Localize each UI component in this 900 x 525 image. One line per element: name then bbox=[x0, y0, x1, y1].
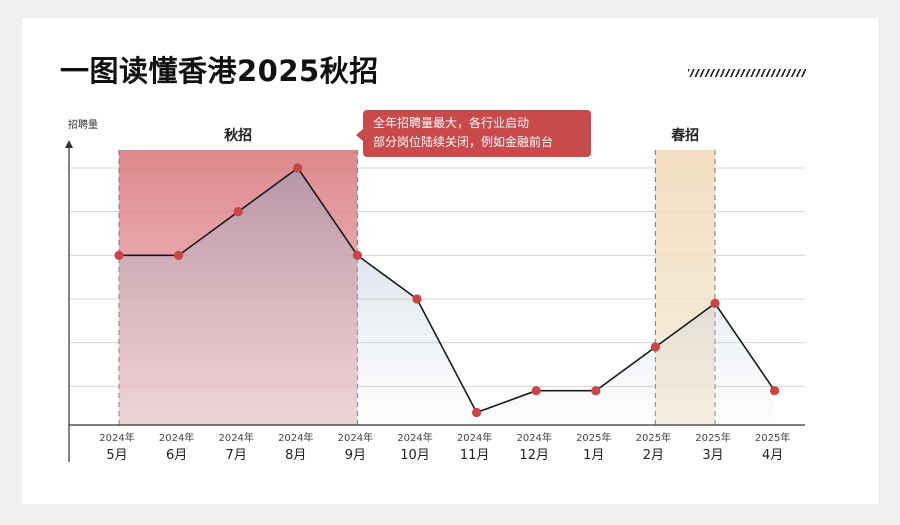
callout-line-2: 部分岗位陆续关闭，例如金融前台 bbox=[373, 135, 554, 149]
band-label: 春招 bbox=[670, 127, 699, 144]
x-tick-year: 2024年 bbox=[397, 431, 432, 444]
x-tick-month: 7月 bbox=[226, 448, 247, 463]
page-title: 一图读懂香港2025秋招 bbox=[60, 54, 379, 88]
x-tick-year: 2025年 bbox=[695, 431, 730, 444]
x-tick-year: 2024年 bbox=[159, 431, 194, 444]
x-tick-month: 8月 bbox=[285, 448, 306, 463]
band-label: 秋招 bbox=[224, 127, 252, 144]
y-axis-arrow bbox=[65, 140, 73, 148]
data-point bbox=[293, 163, 303, 173]
x-tick-year: 2025年 bbox=[755, 431, 790, 444]
x-tick-year: 2025年 bbox=[636, 431, 671, 444]
x-tick-year: 2024年 bbox=[457, 431, 492, 444]
data-point bbox=[114, 250, 124, 260]
x-tick-month: 9月 bbox=[345, 448, 366, 463]
x-tick-month: 1月 bbox=[583, 448, 604, 463]
data-point bbox=[233, 207, 243, 217]
x-tick-month: 2月 bbox=[643, 448, 664, 463]
x-tick-year: 2024年 bbox=[516, 431, 551, 444]
x-tick-month: 11月 bbox=[460, 448, 490, 463]
y-axis-label: 招聘量 bbox=[68, 120, 98, 131]
x-tick-month: 10月 bbox=[400, 448, 430, 463]
data-point bbox=[472, 407, 482, 418]
data-point bbox=[412, 294, 422, 304]
data-point bbox=[710, 298, 720, 308]
callout-line-1: 全年招聘量最大，各行业启动 bbox=[373, 116, 530, 130]
x-tick-month: 6月 bbox=[166, 448, 187, 463]
series-line bbox=[119, 166, 776, 414]
x-tick-year: 2024年 bbox=[218, 431, 253, 444]
x-tick-month: 12月 bbox=[519, 448, 549, 463]
x-tick-year: 2024年 bbox=[338, 431, 373, 444]
data-point bbox=[770, 386, 780, 396]
x-tick-month: 3月 bbox=[702, 448, 723, 463]
area-fill bbox=[119, 168, 775, 425]
annotation-callout: 全年招聘量最大，各行业启动 部分岗位陆续关闭，例如金融前台 bbox=[356, 110, 591, 157]
x-tick-year: 2024年 bbox=[99, 431, 134, 444]
x-tick-month: 5月 bbox=[106, 448, 127, 463]
data-point bbox=[352, 250, 362, 260]
x-tick-month: 4月 bbox=[762, 448, 783, 463]
data-point bbox=[531, 386, 541, 396]
x-tick-year: 2024年 bbox=[278, 431, 313, 444]
data-point bbox=[591, 386, 601, 396]
data-point bbox=[174, 250, 184, 260]
x-tick-year: 2025年 bbox=[576, 431, 611, 444]
decorative-hatch bbox=[688, 69, 806, 77]
data-point bbox=[650, 342, 661, 352]
